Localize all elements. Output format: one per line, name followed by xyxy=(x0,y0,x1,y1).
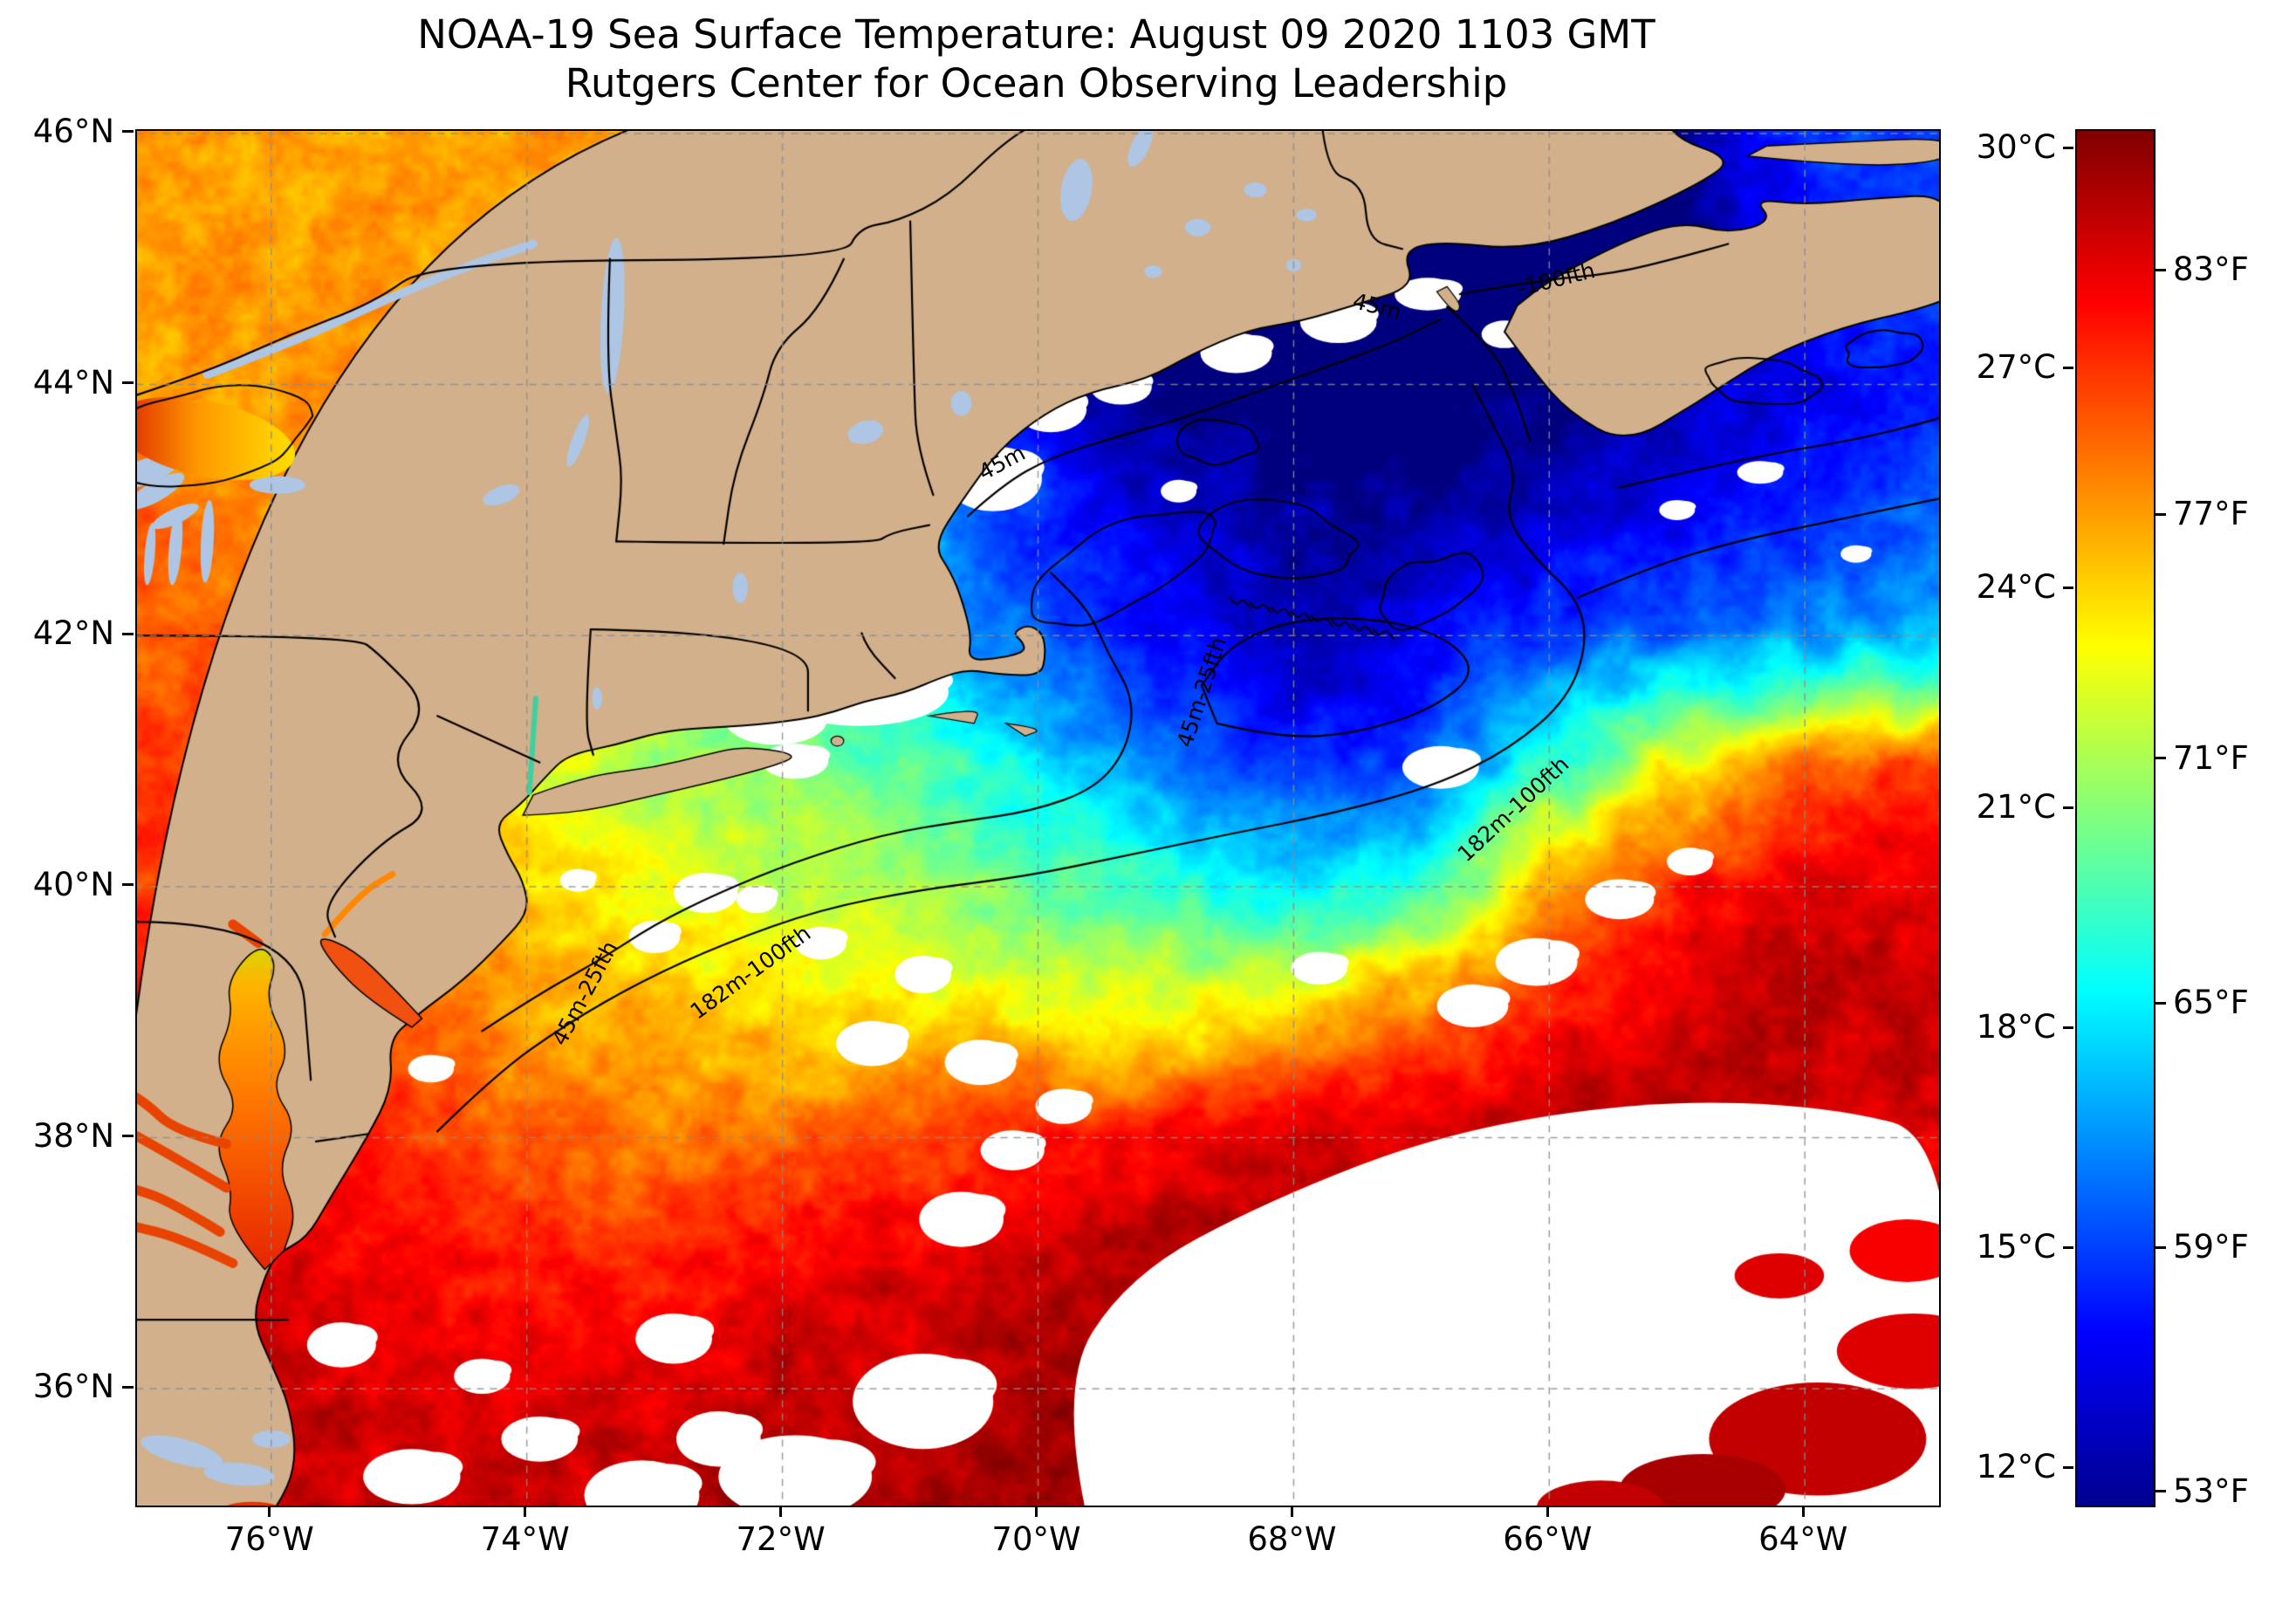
colorbar-tick-label-fahrenheit: 59°F xyxy=(2173,1228,2249,1266)
colorbar-tick-celsius xyxy=(2063,586,2073,589)
y-tick-label: 38°N xyxy=(32,1116,114,1155)
x-tick-mark xyxy=(779,1506,783,1517)
x-tick-label: 68°W xyxy=(1247,1520,1337,1558)
contour-label: -100fth xyxy=(1514,257,1598,301)
colorbar-tick-label-celsius: 24°C xyxy=(1976,568,2056,606)
x-tick-mark xyxy=(1801,1506,1805,1517)
y-tick-mark xyxy=(122,130,134,134)
contour-label: 45m xyxy=(974,439,1031,485)
colorbar-tick-label-fahrenheit: 77°F xyxy=(2173,495,2249,532)
y-tick-mark xyxy=(122,381,134,385)
colorbar-tick-celsius xyxy=(2063,1026,2073,1029)
colorbar-tick-fahrenheit xyxy=(2155,512,2166,516)
colorbar-tick-label-fahrenheit: 53°F xyxy=(2173,1472,2249,1510)
y-tick-label: 42°N xyxy=(32,614,114,653)
colorbar-tick-label-celsius: 12°C xyxy=(1976,1448,2056,1485)
x-tick-mark xyxy=(1035,1506,1038,1517)
colorbar-tick-fahrenheit xyxy=(2155,268,2166,271)
colorbar-tick-celsius xyxy=(2063,146,2073,149)
y-tick-mark xyxy=(122,883,134,887)
contour-label: 182m-100fth xyxy=(1452,751,1574,867)
x-tick-mark xyxy=(268,1506,271,1517)
y-tick-label: 44°N xyxy=(32,363,114,401)
contour-label: 45m-25fth xyxy=(546,936,623,1050)
colorbar-tick-label-celsius: 30°C xyxy=(1976,128,2056,166)
y-tick-label: 46°N xyxy=(32,112,114,150)
colorbar-tick-celsius xyxy=(2063,366,2073,369)
x-tick-label: 70°W xyxy=(991,1520,1081,1558)
colorbar-tick-fahrenheit xyxy=(2155,1245,2166,1249)
x-tick-label: 72°W xyxy=(736,1520,826,1558)
colorbar-tick-label-celsius: 18°C xyxy=(1976,1008,2056,1046)
colorbar-tick-fahrenheit xyxy=(2155,757,2166,760)
y-tick-label: 36°N xyxy=(32,1368,114,1406)
plot-subtitle: Rutgers Center for Ocean Observing Leade… xyxy=(565,60,1508,107)
colorbar-gradient xyxy=(2075,129,2155,1507)
x-tick-mark xyxy=(524,1506,527,1517)
colorbar-tick-celsius xyxy=(2063,1245,2073,1249)
contour-label: 182m-100fth xyxy=(685,920,816,1025)
x-tick-label: 74°W xyxy=(480,1520,570,1558)
x-tick-label: 66°W xyxy=(1503,1520,1593,1558)
plot-title: NOAA-19 Sea Surface Temperature: August … xyxy=(417,11,1655,58)
colorbar-tick-label-fahrenheit: 71°F xyxy=(2173,738,2249,777)
x-tick-label: 76°W xyxy=(224,1520,314,1558)
contour-label: 45m xyxy=(1349,288,1404,326)
plot-title-block: NOAA-19 Sea Surface Temperature: August … xyxy=(135,10,1937,109)
y-tick-mark xyxy=(122,632,134,635)
y-tick-label: 40°N xyxy=(32,865,114,903)
colorbar-tick-label-fahrenheit: 65°F xyxy=(2173,984,2249,1021)
x-tick-mark xyxy=(1290,1506,1293,1517)
colorbar-tick-fahrenheit xyxy=(2155,1490,2166,1493)
x-tick-mark xyxy=(1546,1506,1549,1517)
y-tick-mark xyxy=(122,1135,134,1138)
contour-label: 45m-25fth xyxy=(1171,634,1231,751)
y-tick-mark xyxy=(122,1385,134,1389)
colorbar-tick-celsius xyxy=(2063,1465,2073,1469)
colorbar-tick-label-fahrenheit: 83°F xyxy=(2173,250,2249,288)
colorbar-tick-label-celsius: 27°C xyxy=(1976,348,2056,386)
sst-map-canvas xyxy=(137,131,1939,1506)
colorbar-tick-fahrenheit xyxy=(2155,1001,2166,1005)
x-tick-label: 64°W xyxy=(1758,1520,1848,1558)
map-plot: 45m-25fth 182m-100fth 45m-25fth 182m-100fth… xyxy=(135,129,1941,1507)
colorbar-tick-label-celsius: 15°C xyxy=(1976,1228,2056,1266)
colorbar-tick-celsius xyxy=(2063,806,2073,809)
contour-label-layer: 45m-25fth 182m-100fth 45m-25fth 182m-100fth… xyxy=(137,131,1939,1506)
colorbar-tick-label-celsius: 21°C xyxy=(1976,788,2056,826)
